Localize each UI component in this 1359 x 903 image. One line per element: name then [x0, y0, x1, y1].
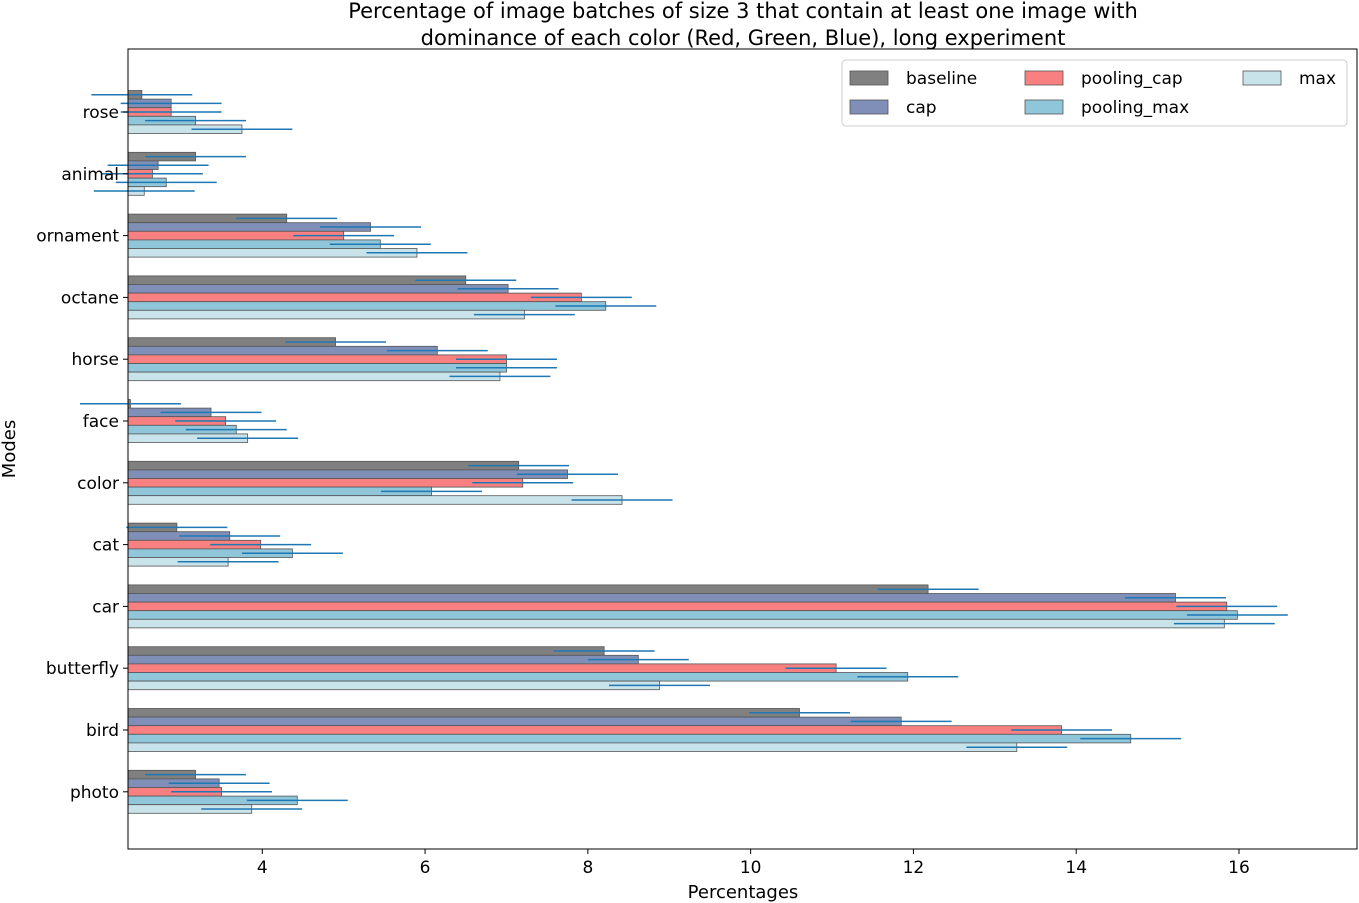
bar-cap-color — [127, 469, 568, 479]
legend-label-max: max — [1299, 69, 1336, 89]
bar-pooling_cap-bird — [127, 725, 1062, 735]
bar-pooling_max-horse — [127, 363, 507, 373]
bar-pooling_cap-butterfly — [127, 663, 837, 673]
x-tick-label: 14 — [1065, 858, 1087, 878]
bar-max-horse — [127, 371, 501, 382]
x-tick-label: 8 — [582, 858, 593, 878]
y-tick-label-car: car — [92, 597, 119, 617]
x-tick-label: 4 — [257, 858, 268, 878]
y-tick-label-animal: animal — [61, 165, 119, 185]
y-tick-label-photo: photo — [70, 783, 119, 803]
x-tick-label: 6 — [420, 858, 431, 878]
chart-title-line-2: dominance of each color (Red, Green, Blu… — [421, 26, 1066, 50]
y-axis-label: Modes — [0, 420, 20, 478]
x-tick-label: 10 — [740, 858, 762, 878]
bar-baseline-butterfly — [127, 646, 605, 656]
bar-cap-octane — [127, 284, 509, 294]
y-tick-label-octane: octane — [61, 288, 119, 308]
bar-cap-bird — [127, 716, 902, 727]
bar-pooling_cap-octane — [127, 292, 582, 303]
y-tick-label-rose: rose — [83, 103, 119, 123]
error-bars-layer — [79, 94, 1288, 810]
bars-layer — [127, 90, 1238, 814]
legend-swatch-pooling_cap — [1024, 70, 1064, 86]
y-tick-label-butterfly: butterfly — [46, 659, 119, 679]
bar-pooling_cap-horse — [127, 354, 507, 364]
bar-baseline-color — [127, 460, 520, 471]
legend-swatch-baseline — [849, 70, 889, 86]
x-tick-label: 12 — [903, 858, 925, 878]
bar-cap-butterfly — [127, 654, 639, 665]
plot-frame — [127, 48, 1358, 850]
bar-cap-car — [127, 593, 1176, 603]
legend-label-pooling_max: pooling_max — [1081, 98, 1189, 118]
bar-max-butterfly — [127, 680, 660, 691]
y-tick-label-horse: horse — [72, 350, 119, 370]
legend-swatch-max — [1242, 70, 1282, 86]
bar-pooling_max-butterfly — [127, 672, 909, 682]
y-tick-label-color: color — [77, 474, 119, 494]
bar-max-car — [127, 618, 1225, 629]
legend-swatch-pooling_max — [1024, 99, 1064, 115]
legend-swatch-cap — [849, 99, 889, 115]
bar-baseline-octane — [127, 275, 467, 285]
bar-max-octane — [127, 309, 525, 320]
chart-title: Percentage of image batches of size 3 th… — [348, 0, 1138, 50]
legend-label-pooling_cap: pooling_cap — [1081, 69, 1183, 89]
y-tick-label-ornament: ornament — [36, 227, 119, 247]
bar-pooling_max-octane — [127, 301, 607, 311]
bar-max-bird — [127, 742, 1018, 752]
bar-pooling_cap-car — [127, 601, 1228, 612]
bar-baseline-car — [127, 584, 929, 594]
legend-label-cap: cap — [906, 98, 937, 118]
y-tick-label-bird: bird — [86, 721, 119, 741]
x-axis-label: Percentages — [688, 882, 799, 903]
y-tick-label-cat: cat — [93, 536, 120, 556]
y-tick-label-face: face — [83, 412, 119, 432]
legend-frame — [841, 59, 1348, 127]
bar-pooling_max-bird — [127, 733, 1132, 744]
chart-title-line-1: Percentage of image batches of size 3 th… — [348, 0, 1138, 23]
legend: baseline cap pooling_cap pooling_max max — [841, 59, 1348, 127]
bar-pooling_max-car — [127, 610, 1238, 620]
bar-max-color — [127, 495, 623, 505]
bar-baseline-bird — [127, 708, 800, 718]
y-axis-ticks: rose animal ornament octane horse face color ca… — [36, 103, 128, 803]
bar-pooling_cap-color — [127, 478, 524, 488]
legend-label-baseline: baseline — [906, 69, 977, 89]
x-axis-ticks: 4 6 8 10 12 14 16 — [257, 849, 1250, 878]
x-tick-label: 16 — [1228, 858, 1250, 878]
